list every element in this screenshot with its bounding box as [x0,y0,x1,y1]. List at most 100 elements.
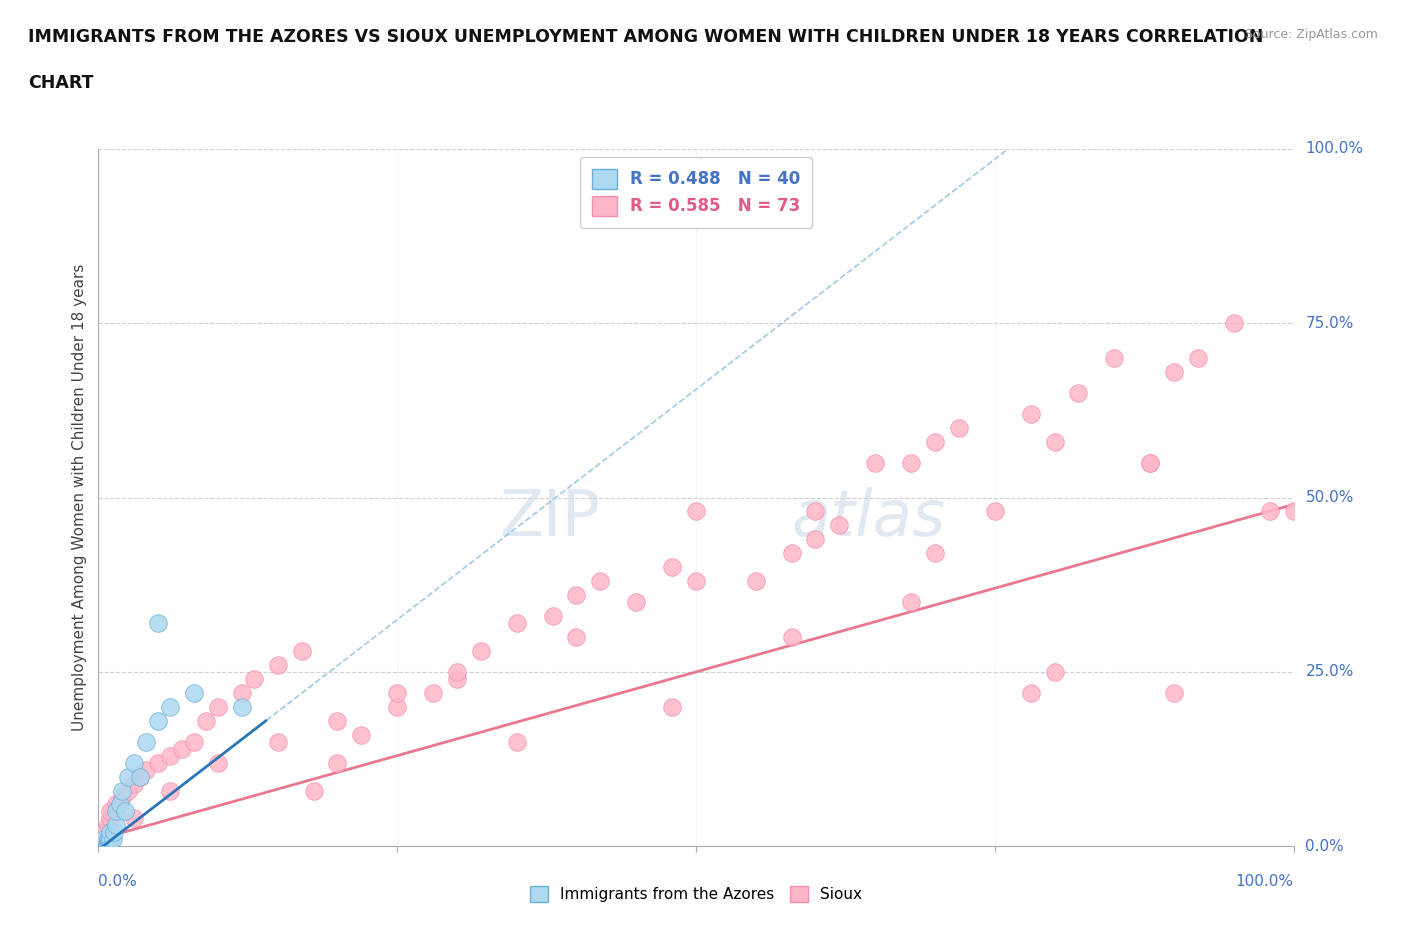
Point [780,630,803,644]
Point [685,574,707,589]
Point [1019,685,1042,700]
Point [172,741,194,756]
Point [91,839,114,854]
Point [98,832,122,847]
Point [1019,406,1042,421]
Point [207,755,229,770]
Point [129,769,152,784]
Point [267,658,290,672]
Point [385,685,409,700]
Point [103,825,125,840]
Point [231,685,253,700]
Point [804,532,827,547]
Point [661,699,683,714]
Point [446,665,468,680]
Point [124,811,146,826]
Point [183,685,205,700]
Point [93,825,115,840]
Text: Source: ZipAtlas.com: Source: ZipAtlas.com [1244,28,1378,41]
Point [1043,665,1066,680]
Text: 75.0%: 75.0% [1305,315,1354,331]
Point [90,839,112,854]
Point [101,832,124,847]
Point [114,804,136,819]
Point [105,818,128,833]
Point [194,713,217,728]
Point [91,839,114,854]
Point [159,699,181,714]
Point [1067,386,1090,401]
Point [685,504,707,519]
Point [183,735,205,750]
Point [93,839,115,854]
Point [350,727,373,742]
Point [117,783,139,798]
Point [108,797,131,812]
Legend: Immigrants from the Azores, Sioux: Immigrants from the Azores, Sioux [523,880,869,909]
Point [98,825,122,840]
Point [111,790,134,805]
Point [243,671,266,686]
Point [326,755,349,770]
Point [231,699,253,714]
Point [924,434,946,449]
Text: 0.0%: 0.0% [98,874,138,889]
Point [446,671,468,686]
Point [900,595,922,610]
Text: 50.0%: 50.0% [1305,490,1354,505]
Point [900,456,922,471]
Point [135,763,157,777]
Point [91,839,114,854]
Point [1102,351,1125,365]
Point [89,839,111,854]
Point [1187,351,1209,365]
Point [290,644,312,658]
Text: IMMIGRANTS FROM THE AZORES VS SIOUX UNEMPLOYMENT AMONG WOMEN WITH CHILDREN UNDER: IMMIGRANTS FROM THE AZORES VS SIOUX UNEM… [28,28,1264,46]
Point [129,769,152,784]
Point [97,839,120,854]
Point [96,839,118,854]
Point [89,839,111,854]
Point [98,804,122,819]
Point [1163,685,1185,700]
Text: 0.0%: 0.0% [1305,839,1344,854]
Point [97,818,120,833]
Point [302,783,325,798]
Point [709,177,731,192]
Point [326,713,349,728]
Point [94,839,117,854]
Point [1139,456,1161,471]
Point [385,699,409,714]
Point [1258,504,1281,519]
Point [267,735,290,750]
Point [90,839,112,854]
Text: 100.0%: 100.0% [1305,141,1364,156]
Point [159,783,181,798]
Point [780,546,803,561]
Point [470,644,492,658]
Point [804,504,827,519]
Point [93,832,115,847]
Point [745,574,768,589]
Point [924,546,946,561]
Point [541,609,564,624]
Point [98,811,122,826]
Point [124,755,146,770]
Point [96,839,118,854]
Point [117,769,139,784]
Point [111,783,134,798]
Point [983,504,1005,519]
Point [1043,434,1066,449]
Point [1139,456,1161,471]
Point [565,630,588,644]
Point [124,776,146,790]
Point [105,797,128,812]
Text: 100.0%: 100.0% [1236,874,1294,889]
Point [97,832,120,847]
Point [589,574,612,589]
Point [105,804,128,819]
Point [948,420,970,435]
Point [506,735,529,750]
Point [91,839,114,854]
Point [148,616,170,631]
